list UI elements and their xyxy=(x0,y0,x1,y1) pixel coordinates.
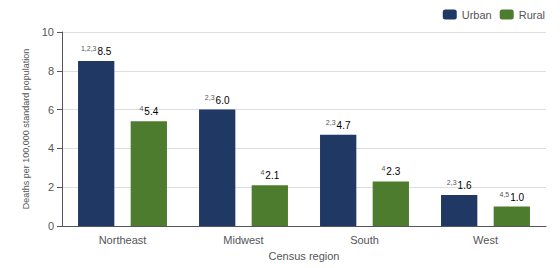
svg-text:South: South xyxy=(350,234,379,246)
svg-text:8.5: 8.5 xyxy=(98,46,112,57)
svg-text:2: 2 xyxy=(48,181,54,193)
svg-text:8: 8 xyxy=(48,65,54,77)
svg-text:Urban: Urban xyxy=(462,9,492,21)
svg-text:10: 10 xyxy=(42,26,54,38)
svg-text:West: West xyxy=(473,234,498,246)
svg-text:0: 0 xyxy=(48,220,54,232)
svg-text:1,2,3: 1,2,3 xyxy=(81,45,97,52)
svg-text:1.6: 1.6 xyxy=(458,180,472,191)
svg-text:2,3: 2,3 xyxy=(326,119,336,126)
svg-text:4: 4 xyxy=(381,165,385,172)
svg-text:4: 4 xyxy=(48,142,54,154)
svg-text:2.1: 2.1 xyxy=(265,170,279,181)
svg-text:4,5: 4,5 xyxy=(499,191,509,198)
svg-text:6: 6 xyxy=(48,104,54,116)
svg-text:Midwest: Midwest xyxy=(223,234,263,246)
svg-text:5.4: 5.4 xyxy=(144,106,158,117)
svg-text:Northeast: Northeast xyxy=(99,234,147,246)
svg-text:6.0: 6.0 xyxy=(216,95,230,106)
svg-text:Deaths per 100,000 standard po: Deaths per 100,000 standard population xyxy=(21,49,31,210)
svg-text:Census region: Census region xyxy=(269,250,340,262)
svg-text:4: 4 xyxy=(260,169,264,176)
svg-text:1.0: 1.0 xyxy=(510,192,524,203)
svg-text:2,3: 2,3 xyxy=(205,94,215,101)
svg-text:Rural: Rural xyxy=(519,9,545,21)
svg-text:2,3: 2,3 xyxy=(447,179,457,186)
svg-text:4.7: 4.7 xyxy=(337,120,351,131)
svg-text:4: 4 xyxy=(139,105,143,112)
svg-text:2.3: 2.3 xyxy=(386,166,400,177)
